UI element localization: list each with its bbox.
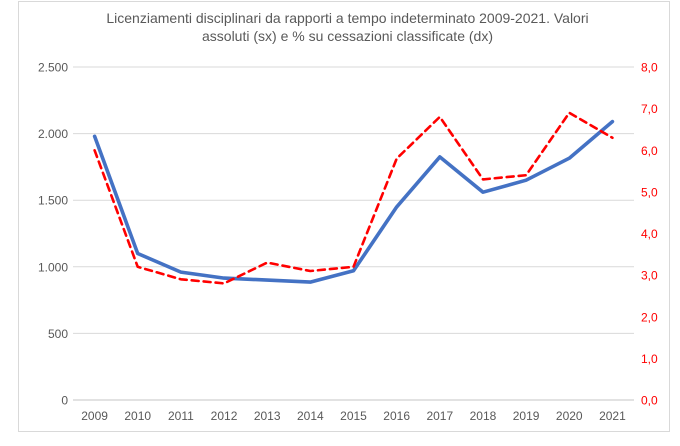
right-axis-tick-label: 4,0 <box>641 227 658 241</box>
series-line-valori-assoluti <box>92 119 615 284</box>
x-axis-tick-label: 2018 <box>470 409 497 423</box>
x-axis-tick-label: 2009 <box>81 409 108 423</box>
x-axis-tick-label: 2010 <box>124 409 151 423</box>
x-axis-tick-label: 2013 <box>254 409 281 423</box>
x-axis-tick-label: 2011 <box>168 409 194 423</box>
left-axis-tick-label: 1.000 <box>38 260 68 274</box>
left-axis-tick-label: 2.500 <box>38 61 68 75</box>
series-line-percentuale-cessazioni <box>93 111 614 285</box>
right-axis-tick-label: 8,0 <box>641 61 658 75</box>
right-axis-tick-label: 5,0 <box>641 185 658 199</box>
x-axis-tick-label: 2021 <box>599 409 626 423</box>
x-axis-tick-label: 2016 <box>383 409 410 423</box>
right-axis-tick-label: 2,0 <box>641 310 658 324</box>
x-axis-tick-label: 2014 <box>297 409 324 423</box>
right-axis-tick-label: 1,0 <box>641 352 658 366</box>
x-axis-tick-label: 2020 <box>556 409 583 423</box>
right-axis-tick-label: 0,0 <box>641 394 658 408</box>
left-axis-tick-label: 0 <box>61 394 68 408</box>
x-axis-tick-label: 2017 <box>426 409 453 423</box>
x-axis-tick-label: 2015 <box>340 409 367 423</box>
right-axis-tick-label: 7,0 <box>641 102 658 116</box>
chart-border-frame <box>18 1 670 432</box>
left-axis-tick-label: 2.000 <box>38 127 68 141</box>
right-axis-tick-label: 6,0 <box>641 144 658 158</box>
left-axis-tick-label: 1.500 <box>38 194 68 208</box>
left-axis-tick-label: 500 <box>48 327 68 341</box>
x-axis-tick-label: 2019 <box>513 409 540 423</box>
right-axis-tick-label: 3,0 <box>641 269 658 283</box>
x-axis-tick-label: 2012 <box>211 409 238 423</box>
chart-title: Licenziamenti disciplinari da rapporti a… <box>106 10 589 44</box>
